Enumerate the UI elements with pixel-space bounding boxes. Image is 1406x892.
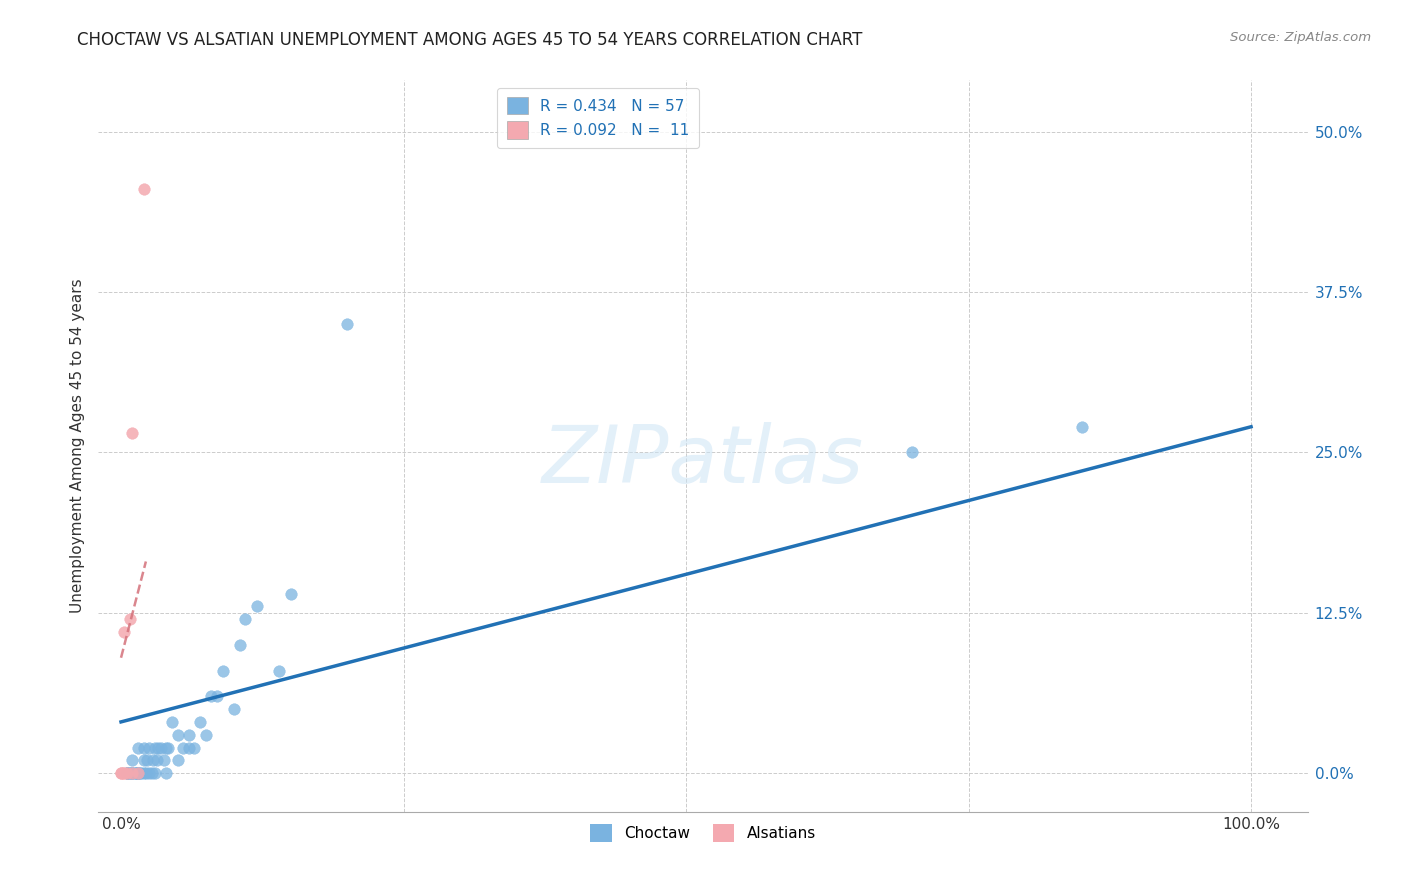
Text: Source: ZipAtlas.com: Source: ZipAtlas.com [1230,31,1371,45]
Point [121,426,143,441]
Point [1070,419,1092,434]
Point [132,766,155,780]
Point [112,766,135,780]
Point [127,766,149,780]
Text: ZIPatlas: ZIPatlas [541,422,865,500]
Point [148,740,170,755]
Point [205,690,228,704]
Point [280,586,302,600]
Point [131,766,153,780]
Point [124,766,146,780]
Point [336,317,359,331]
Point [118,766,141,780]
Point [127,740,149,755]
Y-axis label: Unemployment Among Ages 45 to 54 years: Unemployment Among Ages 45 to 54 years [69,278,84,614]
Point [121,766,143,780]
Point [121,766,143,780]
Point [901,445,924,459]
Point [121,753,143,767]
Point [115,766,138,780]
Point [177,740,200,755]
Point [127,766,149,780]
Point [228,638,250,652]
Point [146,753,169,767]
Point [132,753,155,767]
Point [125,766,148,780]
Point [188,714,211,729]
Point [115,766,138,780]
Point [141,766,163,780]
Point [136,753,159,767]
Point [160,714,183,729]
Point [138,766,160,780]
Point [172,740,194,755]
Point [127,766,149,780]
Point [166,728,188,742]
Point [183,740,205,755]
Point [246,599,269,614]
Point [110,766,132,780]
Point [153,753,176,767]
Point [120,612,142,626]
Point [120,766,142,780]
Point [211,664,233,678]
Point [233,612,256,626]
Point [110,766,132,780]
Point [149,740,172,755]
Point [121,766,143,780]
Point [129,766,152,780]
Point [157,740,180,755]
Point [143,740,166,755]
Point [132,182,155,196]
Point [194,728,217,742]
Point [155,766,177,780]
Point [143,766,166,780]
Point [112,625,135,640]
Point [155,740,177,755]
Point [166,753,188,767]
Point [142,753,165,767]
Point [121,766,143,780]
Point [177,728,200,742]
Point [269,664,291,678]
Point [138,740,160,755]
Point [115,766,138,780]
Text: CHOCTAW VS ALSATIAN UNEMPLOYMENT AMONG AGES 45 TO 54 YEARS CORRELATION CHART: CHOCTAW VS ALSATIAN UNEMPLOYMENT AMONG A… [77,31,863,49]
Point [112,766,135,780]
Point [127,766,149,780]
Point [222,702,245,716]
Point [115,766,138,780]
Legend: Choctaw, Alsatians: Choctaw, Alsatians [585,818,821,848]
Point [132,740,155,755]
Point [135,766,157,780]
Point [125,766,148,780]
Point [200,690,222,704]
